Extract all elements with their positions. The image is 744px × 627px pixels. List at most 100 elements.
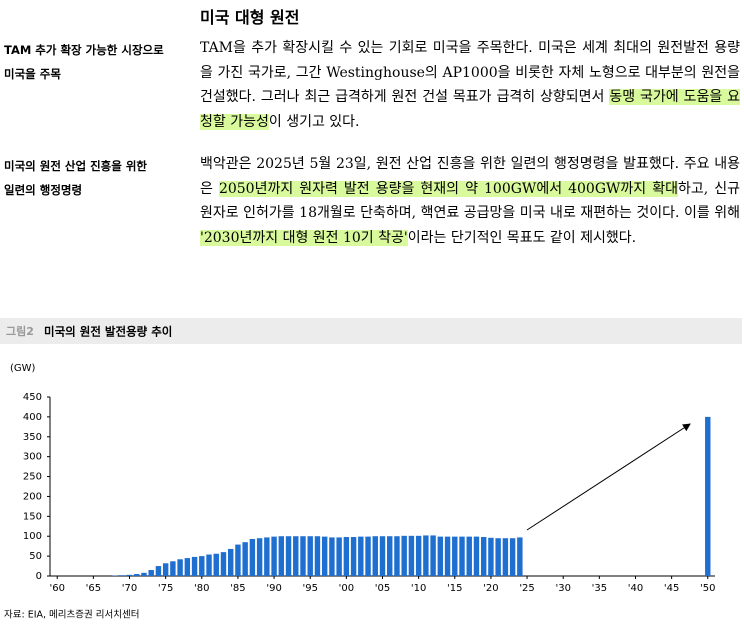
bar	[177, 559, 183, 576]
y-tick-label: 250	[23, 472, 42, 483]
y-axis-unit: (GW)	[10, 363, 36, 374]
bar	[509, 538, 516, 576]
x-tick-label: '20	[483, 583, 498, 594]
section-label: 미국의 원전 산업 진흥을 위한 일련의 행정명령	[4, 154, 194, 202]
bar	[466, 536, 472, 576]
bar	[394, 536, 400, 576]
x-tick-label: '70	[122, 583, 137, 594]
trend-arrow	[526, 423, 691, 531]
bar	[199, 556, 205, 576]
x-tick-label: '35	[592, 583, 607, 594]
y-tick-label: 350	[23, 432, 42, 443]
bar	[155, 566, 162, 576]
bar	[343, 537, 350, 576]
y-tick-label: 100	[23, 531, 42, 542]
source: 자료: EIA, 메리츠증권 리서치센터	[4, 609, 139, 621]
x-tick-label: '30	[555, 583, 570, 594]
bar	[249, 539, 256, 576]
y-tick-label: 0	[36, 571, 42, 582]
paragraph: 백악관은 2025년 5월 23일, 원전 산업 진흥을 위한 일련의 행정명령…	[200, 152, 740, 250]
bar	[141, 572, 147, 576]
bar	[502, 538, 509, 576]
chart: 그림2 미국의 원전 발전용량 추이 (GW) 자료: EIA, 메리츠증권 리…	[0, 318, 742, 621]
bar	[705, 416, 711, 576]
x-tick-label: '15	[447, 583, 462, 594]
bar	[184, 558, 191, 576]
bar	[401, 535, 407, 576]
doc-title: 미국 대형 원전	[200, 8, 300, 27]
bar	[350, 537, 357, 576]
bar	[285, 536, 292, 576]
bar	[162, 563, 169, 576]
bar	[271, 536, 277, 576]
bar	[372, 536, 378, 576]
bar	[170, 561, 176, 576]
text-segment: 2050년까지 원자력 발전 용량을 현재의 약 100GW에서 400GW까지…	[218, 180, 678, 197]
x-tick-label: '25	[519, 583, 534, 594]
bar	[220, 552, 227, 576]
bar	[227, 548, 234, 576]
caption-band	[0, 318, 742, 344]
bar	[206, 554, 212, 576]
bar	[242, 542, 248, 576]
bar	[437, 536, 444, 576]
x-tick-label: '00	[339, 583, 354, 594]
y-tick-label: 300	[23, 452, 42, 463]
x-tick-label: '40	[628, 583, 643, 594]
label-line: 미국을 주목	[4, 67, 61, 81]
bar	[321, 536, 328, 576]
bar	[329, 537, 335, 576]
bar	[148, 570, 154, 576]
bar	[408, 535, 415, 576]
section-label: TAM 추가 확장 가능한 시장으로 미국을 주목	[4, 38, 194, 86]
bar	[213, 553, 219, 576]
text-segment: 하고, 신규 원자로 인허가를 18개월로 단축하며, 핵연료 공급망을 미국 …	[200, 180, 740, 222]
bar	[278, 536, 285, 576]
bar	[430, 535, 436, 576]
bar	[387, 536, 393, 576]
x-tick-label: '75	[158, 583, 173, 594]
label-line: 일련의 행정명령	[4, 183, 83, 197]
bar	[235, 544, 241, 576]
x-tick-label: '90	[266, 583, 281, 594]
bar	[336, 537, 342, 576]
label-line: TAM 추가 확장 가능한 시장으로	[4, 43, 164, 57]
text-segment: '2030년까지 대형 원전 10기 착공'	[200, 229, 408, 246]
bar	[480, 537, 487, 576]
label-line: 미국의 원전 산업 진흥을 위한	[4, 159, 147, 173]
bar	[358, 536, 364, 576]
bar	[365, 536, 371, 576]
y-tick-label: 200	[23, 491, 42, 502]
text-segment: 이라는 단기적인 목표도 같이 제시했다.	[407, 229, 637, 246]
x-tick-label: '85	[230, 583, 245, 594]
bar	[256, 538, 263, 576]
chart-title: 미국의 원전 발전용량 추이	[44, 325, 172, 339]
x-tick-label: '65	[86, 583, 101, 594]
bar	[134, 574, 140, 576]
text-segment: 백악관은 2025년 5월 23일, 원전 산업 진흥을 위한 일련의 행정명령…	[200, 156, 740, 197]
bar	[293, 536, 299, 576]
bar	[119, 575, 125, 576]
x-tick-label: '10	[411, 583, 426, 594]
bar	[473, 536, 480, 576]
paragraph: TAM을 추가 확장시킬 수 있는 기회로 미국을 주목한다. 미국은 세계 최…	[200, 36, 740, 134]
bar	[379, 536, 386, 576]
bar	[459, 536, 465, 576]
y-tick-label: 50	[29, 551, 42, 562]
figure-label: 그림2	[6, 325, 34, 338]
bar	[300, 536, 306, 576]
text-segment: TAM을 추가 확장시킬 수 있는 기회로 미국을 주목한다. 미국은 세계 최…	[200, 40, 740, 105]
x-tick-label: '50	[700, 583, 715, 594]
bar	[452, 536, 458, 576]
x-tick-label: '05	[375, 583, 390, 594]
x-tick-label: '45	[664, 583, 679, 594]
x-tick-label: '60	[49, 583, 64, 594]
bar	[415, 535, 422, 576]
bar	[307, 536, 313, 576]
bar	[444, 536, 451, 576]
bar	[517, 537, 523, 576]
bar	[495, 538, 501, 576]
bar	[488, 537, 494, 576]
text-segment: 이 생기고 있다.	[268, 113, 360, 130]
